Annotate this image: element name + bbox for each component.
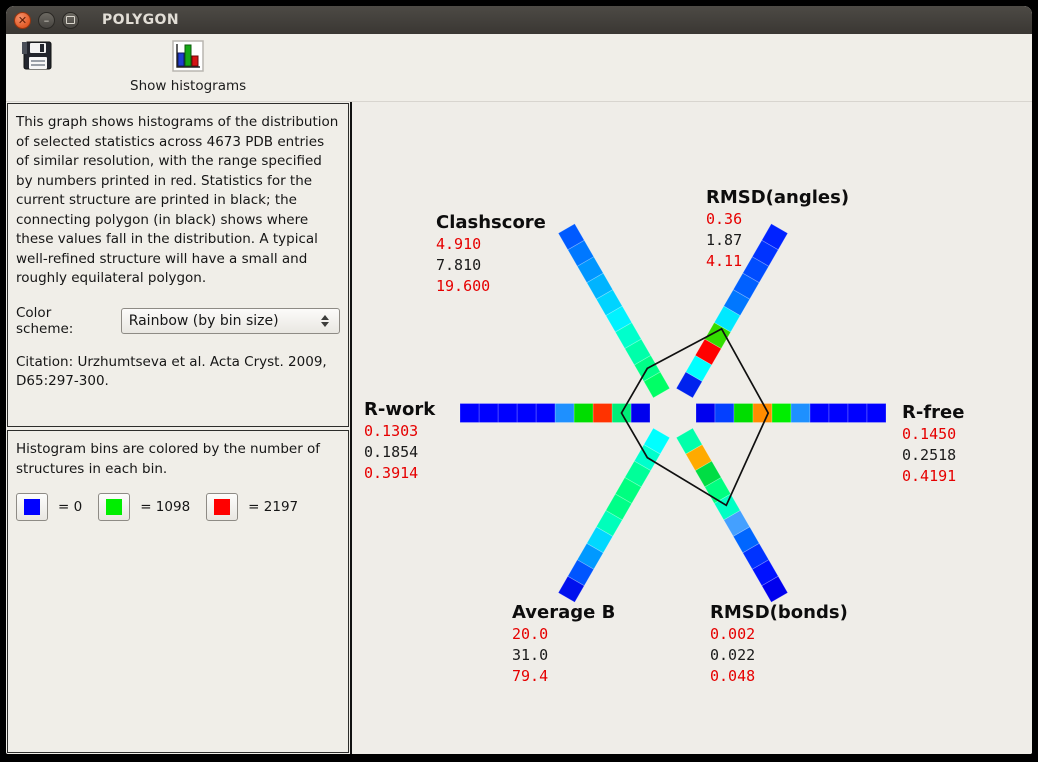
axis-title: R-work [364,399,436,420]
histogram-icon [172,40,204,76]
polygon-window: ✕ – POLYGON [6,6,1032,754]
color-scheme-select[interactable]: Rainbow (by bin size) [120,307,340,334]
axis-label-rmsd-angles: RMSD(angles) 0.36 1.87 4.11 [706,187,849,272]
axis-min-value: 0.36 [706,210,743,228]
description-box: This graph shows histograms of the distr… [7,103,349,427]
save-icon [20,40,54,76]
axis-label-average-b: Average B 20.0 31.0 79.4 [512,602,615,687]
axis-bar-r_free [695,403,887,423]
window-title: POLYGON [102,12,179,28]
axis-title: Clashscore [436,212,546,233]
polygon-plot-panel: Clashscore 4.910 7.810 19.600 RMSD(angle… [352,102,1032,754]
color-scheme-value: Rainbow (by bin size) [128,312,279,329]
show-histograms-label: Show histograms [130,78,247,94]
toolbar: Show histograms [6,34,1032,102]
axis-bar-rmsd_bonds [675,427,789,603]
save-button[interactable] [14,38,60,78]
axis-label-r-work: R-work 0.1303 0.1854 0.3914 [364,399,435,484]
axis-max-value: 0.048 [710,667,756,685]
show-histograms-button[interactable]: Show histograms [124,38,252,96]
axis-max-value: 0.4191 [902,467,957,485]
legend-swatch-green-button[interactable] [98,493,131,521]
green-swatch-icon [106,499,123,515]
axis-current-value: 0.1854 [364,443,419,461]
axis-min-value: 20.0 [512,625,549,643]
axis-max-value: 0.3914 [364,464,419,482]
axis-current-value: 0.2518 [902,446,957,464]
maximize-icon[interactable] [62,11,79,29]
titlebar[interactable]: ✕ – POLYGON [6,6,1032,34]
axis-bar-rmsd_angles [675,223,789,399]
bins-note: Histogram bins are colored by the number… [16,441,321,477]
axis-label-r-free: R-free 0.1450 0.2518 0.4191 [902,402,964,487]
axis-current-value: 1.87 [706,231,743,249]
bins-box: Histogram bins are colored by the number… [7,430,349,753]
color-scheme-label: Color scheme: [16,304,74,337]
red-swatch-icon [214,499,231,515]
close-icon[interactable]: ✕ [14,11,31,29]
legend-swatch-blue-button[interactable] [16,493,48,521]
axis-current-value: 0.022 [710,646,756,664]
minimize-icon[interactable]: – [38,11,55,29]
axis-current-value: 7.810 [436,256,482,274]
axis-title: R-free [902,402,965,423]
sidebar: This graph shows histograms of the distr… [6,102,352,754]
spinner-arrows-icon [315,314,339,327]
axis-current-value: 31.0 [512,646,549,664]
citation-text: Citation: Urzhumtseva et al. Acta Cryst.… [16,353,327,390]
blue-swatch-icon [24,499,40,515]
current-structure-polygon [620,327,770,507]
axis-bar-r_work [459,403,651,423]
legend-label-1: = 1098 [140,499,191,515]
legend-swatch-red-button[interactable] [206,493,239,521]
polygon-chart [459,223,887,603]
axis-label-rmsd-bonds: RMSD(bonds) 0.002 0.022 0.048 [710,602,848,687]
axis-min-value: 0.1450 [902,425,957,443]
axis-title: RMSD(angles) [706,187,850,208]
axis-bar-clashscore [557,223,671,399]
main-content: This graph shows histograms of the distr… [6,102,1032,754]
legend-label-2: = 2197 [248,499,299,515]
legend-label-0: = 0 [58,499,83,515]
axis-bar-average_b [557,427,671,603]
axis-min-value: 4.910 [436,235,482,253]
axis-min-value: 0.002 [710,625,756,643]
axis-label-clashscore: Clashscore 4.910 7.810 19.600 [436,212,546,297]
axis-max-value: 19.600 [436,277,491,295]
axis-title: RMSD(bonds) [710,602,848,623]
axis-title: Average B [512,602,616,623]
bin-color-legend: = 0 = 1098 = 2197 [16,493,340,521]
axis-max-value: 79.4 [512,667,549,685]
axis-min-value: 0.1303 [364,422,419,440]
axis-max-value: 4.11 [706,252,743,270]
description-text: This graph shows histograms of the distr… [16,114,339,286]
